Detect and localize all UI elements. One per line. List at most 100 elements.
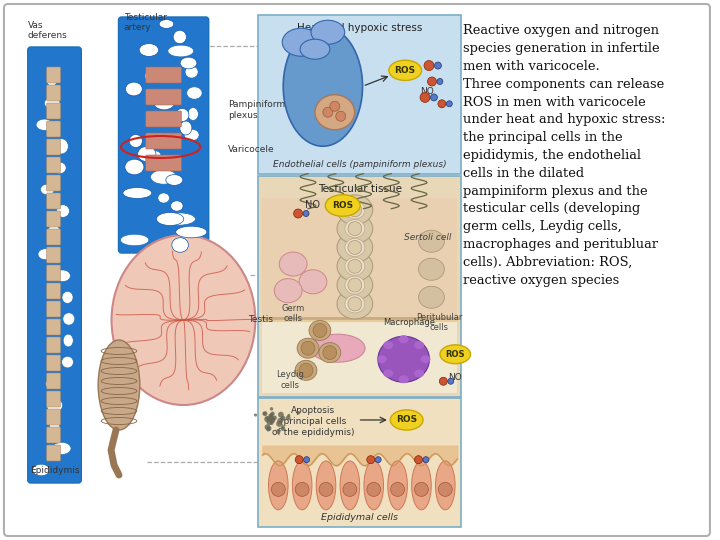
Circle shape bbox=[269, 414, 271, 417]
Text: Varicocele: Varicocele bbox=[228, 145, 275, 154]
Circle shape bbox=[428, 77, 436, 86]
Ellipse shape bbox=[38, 249, 53, 260]
Circle shape bbox=[299, 363, 313, 377]
Circle shape bbox=[266, 416, 269, 420]
FancyBboxPatch shape bbox=[47, 139, 60, 155]
Ellipse shape bbox=[316, 461, 336, 510]
Ellipse shape bbox=[364, 461, 384, 510]
Circle shape bbox=[319, 482, 333, 496]
FancyBboxPatch shape bbox=[258, 398, 462, 526]
Ellipse shape bbox=[418, 230, 444, 252]
Ellipse shape bbox=[49, 422, 60, 432]
Ellipse shape bbox=[345, 201, 365, 219]
Circle shape bbox=[431, 94, 438, 101]
FancyBboxPatch shape bbox=[119, 17, 209, 253]
FancyBboxPatch shape bbox=[145, 89, 181, 105]
Ellipse shape bbox=[156, 212, 184, 226]
Ellipse shape bbox=[166, 174, 183, 185]
Ellipse shape bbox=[378, 336, 429, 382]
Text: Peritubular
cells: Peritubular cells bbox=[416, 313, 462, 332]
FancyBboxPatch shape bbox=[4, 4, 710, 536]
Circle shape bbox=[348, 259, 361, 273]
Ellipse shape bbox=[311, 20, 345, 44]
Ellipse shape bbox=[337, 270, 373, 300]
Ellipse shape bbox=[345, 220, 365, 238]
Ellipse shape bbox=[174, 30, 186, 44]
Ellipse shape bbox=[295, 360, 317, 380]
Ellipse shape bbox=[150, 151, 161, 161]
Ellipse shape bbox=[63, 313, 75, 325]
Ellipse shape bbox=[36, 119, 53, 131]
Ellipse shape bbox=[283, 26, 363, 146]
Ellipse shape bbox=[40, 184, 55, 195]
Circle shape bbox=[437, 78, 443, 84]
Circle shape bbox=[287, 414, 290, 417]
Text: Testicular tissue: Testicular tissue bbox=[318, 184, 402, 193]
Circle shape bbox=[270, 421, 274, 425]
FancyBboxPatch shape bbox=[47, 157, 60, 173]
Ellipse shape bbox=[57, 205, 69, 217]
Circle shape bbox=[277, 418, 283, 424]
Circle shape bbox=[303, 211, 309, 217]
Circle shape bbox=[348, 278, 361, 292]
Ellipse shape bbox=[53, 442, 71, 455]
Ellipse shape bbox=[184, 129, 199, 141]
Text: Macrophage: Macrophage bbox=[382, 318, 435, 327]
Circle shape bbox=[269, 417, 275, 423]
Ellipse shape bbox=[297, 338, 319, 358]
Ellipse shape bbox=[185, 66, 198, 78]
Text: ROS: ROS bbox=[332, 201, 354, 210]
FancyBboxPatch shape bbox=[47, 121, 60, 137]
Ellipse shape bbox=[390, 410, 423, 430]
Circle shape bbox=[423, 457, 429, 463]
Circle shape bbox=[294, 209, 302, 218]
Text: Epididymis: Epididymis bbox=[30, 466, 79, 475]
FancyBboxPatch shape bbox=[47, 373, 60, 389]
Text: NO: NO bbox=[420, 86, 434, 96]
Text: Germ
cells: Germ cells bbox=[282, 304, 305, 323]
Ellipse shape bbox=[62, 291, 73, 303]
FancyBboxPatch shape bbox=[145, 155, 181, 171]
Ellipse shape bbox=[340, 461, 360, 510]
Ellipse shape bbox=[48, 225, 60, 240]
Ellipse shape bbox=[337, 289, 373, 319]
Ellipse shape bbox=[120, 234, 149, 246]
FancyBboxPatch shape bbox=[47, 445, 60, 461]
Ellipse shape bbox=[269, 461, 288, 510]
Circle shape bbox=[348, 203, 361, 217]
FancyBboxPatch shape bbox=[47, 211, 60, 227]
Circle shape bbox=[266, 418, 273, 425]
FancyBboxPatch shape bbox=[145, 133, 181, 149]
Ellipse shape bbox=[158, 193, 169, 203]
Ellipse shape bbox=[279, 252, 307, 276]
Ellipse shape bbox=[412, 461, 431, 510]
Text: ROS: ROS bbox=[446, 350, 465, 359]
Ellipse shape bbox=[53, 162, 66, 174]
Text: Sertoli cell: Sertoli cell bbox=[404, 233, 451, 242]
Circle shape bbox=[266, 426, 271, 431]
Circle shape bbox=[375, 457, 381, 463]
Text: ROS: ROS bbox=[396, 415, 417, 424]
Circle shape bbox=[269, 414, 274, 419]
Ellipse shape bbox=[47, 398, 63, 413]
FancyBboxPatch shape bbox=[47, 265, 60, 281]
Ellipse shape bbox=[337, 232, 373, 262]
Ellipse shape bbox=[414, 341, 424, 349]
Circle shape bbox=[366, 456, 374, 464]
Ellipse shape bbox=[383, 369, 393, 377]
Ellipse shape bbox=[345, 276, 365, 294]
Ellipse shape bbox=[145, 69, 162, 83]
Circle shape bbox=[366, 482, 381, 496]
Ellipse shape bbox=[389, 60, 421, 80]
Text: Apoptosis
(principal cells
of the epididymis): Apoptosis (principal cells of the epidid… bbox=[271, 406, 354, 437]
Circle shape bbox=[270, 407, 274, 410]
Circle shape bbox=[438, 482, 452, 496]
Text: Endothelial cells (pampiniform plexus): Endothelial cells (pampiniform plexus) bbox=[273, 160, 446, 169]
Ellipse shape bbox=[274, 279, 302, 302]
Ellipse shape bbox=[399, 335, 409, 343]
Ellipse shape bbox=[345, 257, 365, 275]
Circle shape bbox=[323, 346, 337, 360]
Ellipse shape bbox=[162, 213, 196, 225]
Circle shape bbox=[281, 425, 285, 429]
Ellipse shape bbox=[123, 187, 152, 199]
